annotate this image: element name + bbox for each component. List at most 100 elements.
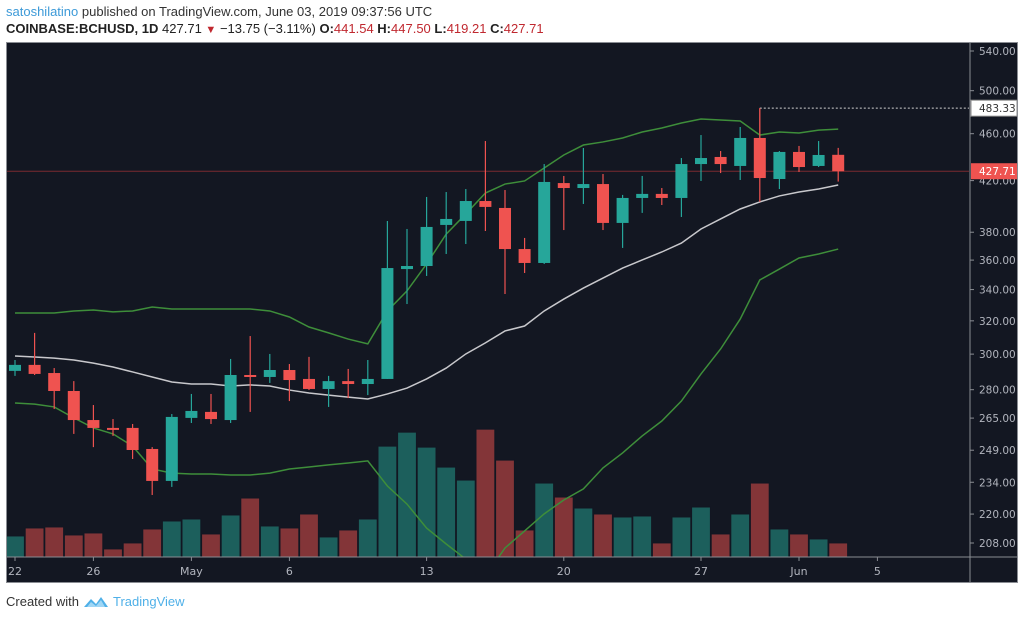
volume-bar bbox=[652, 542, 672, 557]
volume-bar bbox=[397, 431, 417, 557]
candle bbox=[499, 190, 511, 294]
bollinger-basis-line bbox=[14, 184, 839, 400]
candle bbox=[126, 423, 139, 459]
candle-body bbox=[420, 226, 433, 267]
candle bbox=[361, 359, 374, 396]
candle bbox=[675, 158, 688, 217]
tradingview-brand-link[interactable]: TradingView bbox=[112, 594, 185, 609]
volume-bar bbox=[181, 518, 202, 557]
price-tick-label: 540.00 bbox=[979, 46, 1016, 58]
tradingview-logo-icon bbox=[83, 596, 108, 607]
candle bbox=[303, 356, 315, 391]
candle-body bbox=[440, 218, 453, 225]
price-tick-label: 280.00 bbox=[979, 385, 1016, 397]
price-tick-label: 380.00 bbox=[979, 227, 1016, 239]
open-value: 441.54 bbox=[333, 21, 374, 36]
candle bbox=[28, 332, 41, 375]
volume-bar bbox=[279, 527, 300, 557]
candle-body bbox=[812, 154, 825, 166]
candle bbox=[538, 164, 551, 264]
volume-bar bbox=[122, 542, 143, 557]
candle bbox=[146, 447, 159, 495]
candle bbox=[283, 364, 296, 402]
volume-bar bbox=[162, 520, 182, 557]
open-label: O: bbox=[319, 21, 334, 36]
created-with-text: Created with bbox=[6, 594, 79, 609]
candle bbox=[832, 147, 845, 182]
last-price: 427.71 bbox=[162, 21, 202, 36]
candle-body bbox=[205, 411, 217, 420]
candle bbox=[479, 141, 492, 231]
footer: Created with TradingView bbox=[6, 594, 185, 609]
candle-body bbox=[499, 207, 511, 250]
date-tick-label: 6 bbox=[286, 565, 293, 578]
candle bbox=[753, 108, 766, 202]
candle bbox=[420, 196, 433, 276]
price-tick-label: 265.00 bbox=[979, 413, 1016, 425]
date-tick-label: 5 bbox=[874, 565, 881, 578]
volume-bar bbox=[554, 496, 574, 557]
candle bbox=[342, 368, 355, 399]
volume-bar bbox=[44, 526, 64, 557]
volume-bar bbox=[260, 525, 280, 557]
publish-info: satoshilatino published on TradingView.c… bbox=[6, 4, 432, 19]
candle bbox=[773, 151, 786, 190]
candle-body bbox=[48, 373, 61, 391]
candle bbox=[518, 237, 531, 274]
price-tick-label: 340.00 bbox=[979, 285, 1016, 297]
date-tick-label: May bbox=[180, 565, 203, 578]
candle-body bbox=[67, 390, 80, 421]
volume-bar bbox=[240, 497, 260, 557]
candle-body bbox=[126, 427, 139, 451]
volume-bar bbox=[691, 506, 711, 557]
candle-body bbox=[538, 181, 551, 263]
chart-canvas[interactable]: 540.00500.00460.00420.00380.00360.00340.… bbox=[7, 43, 1017, 582]
candle-body bbox=[146, 448, 159, 481]
candle bbox=[655, 188, 668, 205]
volume-bar bbox=[573, 507, 594, 557]
candle bbox=[440, 192, 453, 254]
candle-body bbox=[263, 370, 276, 377]
candle bbox=[185, 393, 198, 423]
price-tick-label: 320.00 bbox=[979, 316, 1016, 328]
price-change: −13.75 (−3.11%) bbox=[219, 21, 316, 36]
candle bbox=[165, 414, 178, 487]
price-tick-label: 460.00 bbox=[979, 129, 1016, 141]
author-link[interactable]: satoshilatino bbox=[6, 4, 79, 19]
candle bbox=[224, 358, 237, 423]
last-price-tag bbox=[971, 163, 1017, 180]
volume-bar bbox=[710, 533, 731, 557]
candle bbox=[9, 359, 21, 376]
candle bbox=[381, 220, 394, 379]
candle-body bbox=[636, 193, 649, 198]
candle-body bbox=[714, 156, 727, 165]
volume-bar bbox=[789, 533, 809, 557]
candle-body bbox=[283, 370, 296, 381]
plot-area bbox=[7, 107, 969, 557]
candle-body bbox=[401, 266, 413, 270]
volume-bar bbox=[7, 535, 25, 557]
candle-body bbox=[459, 201, 472, 221]
candle bbox=[67, 381, 80, 434]
volume-bar bbox=[475, 428, 496, 557]
candle-body bbox=[322, 381, 335, 389]
candle bbox=[714, 151, 727, 174]
close-value: 427.71 bbox=[503, 21, 544, 36]
volume-bar bbox=[338, 529, 358, 557]
triangle-down-icon: ▼ bbox=[205, 24, 217, 36]
candle-body bbox=[832, 154, 845, 172]
volume-bar bbox=[514, 529, 535, 557]
date-tick-label: Jun bbox=[789, 565, 807, 578]
price-chart[interactable]: 540.00 500.00 460.00 420.00 380.00 360.00 340.… bbox=[6, 42, 1018, 583]
candle-body bbox=[28, 364, 41, 374]
candle-body bbox=[577, 184, 590, 189]
candle-body bbox=[655, 193, 668, 198]
candle-body bbox=[361, 378, 374, 385]
volume-bar bbox=[593, 513, 613, 557]
volume-bar bbox=[142, 528, 162, 557]
candle bbox=[636, 175, 649, 213]
candle-body bbox=[557, 183, 570, 189]
price-tick-label: 360.00 bbox=[979, 255, 1016, 267]
candle bbox=[695, 135, 707, 181]
candle-body bbox=[185, 410, 198, 418]
